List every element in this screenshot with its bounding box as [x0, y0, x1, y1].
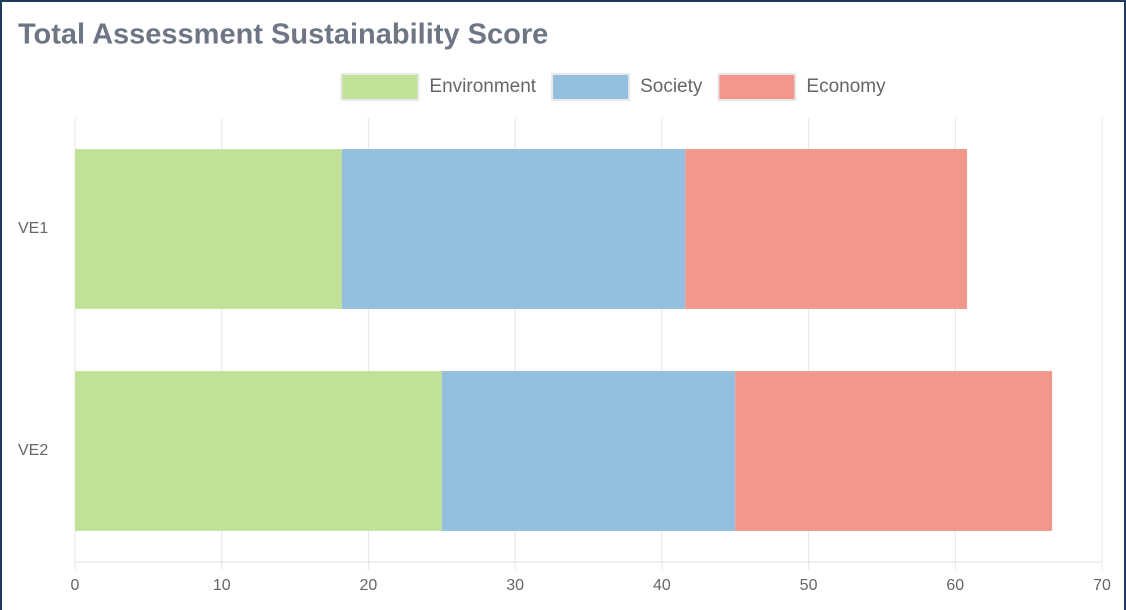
- legend-label: Economy: [806, 76, 886, 97]
- legend-swatch: [717, 73, 797, 101]
- x-tick-label: 20: [360, 577, 378, 594]
- legend-label: Environment: [429, 76, 536, 97]
- y-tick-label: VE1: [18, 220, 48, 237]
- bar-segment: [342, 149, 686, 309]
- x-tick-label: 60: [946, 577, 964, 594]
- bar-segment: [75, 149, 343, 309]
- chart-title: Total Assessment Sustainability Score: [18, 19, 548, 51]
- x-tick-label: 50: [800, 577, 818, 594]
- legend-swatch: [340, 73, 420, 101]
- x-tick-label: 30: [506, 577, 524, 594]
- legend-label: Society: [640, 76, 703, 97]
- bar-segment: [735, 371, 1053, 531]
- x-tick-label: 10: [213, 577, 231, 594]
- bar-segment: [685, 149, 968, 309]
- bar-segment: [75, 371, 442, 531]
- x-tick-label: 0: [71, 577, 80, 594]
- legend-swatch: [551, 73, 631, 101]
- y-tick-label: VE2: [18, 442, 48, 459]
- x-tick-label: 40: [653, 577, 671, 594]
- x-tick-label: 70: [1093, 577, 1111, 594]
- bar-segment: [441, 371, 736, 531]
